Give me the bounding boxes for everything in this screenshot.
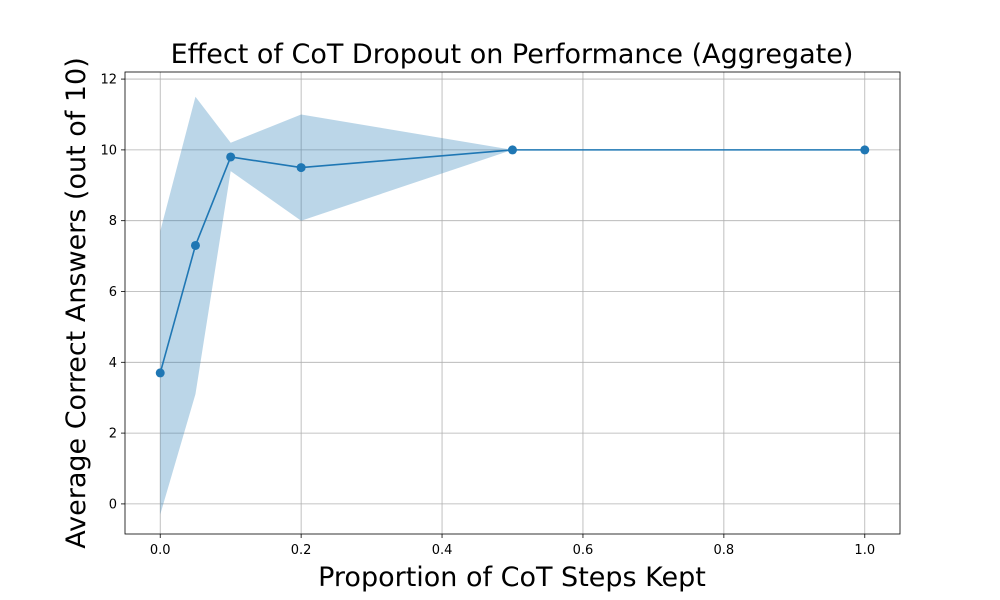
y-tick-label: 6 [109, 285, 117, 300]
series-line [159, 149, 865, 374]
data-point [226, 152, 236, 162]
y-tick-label: 8 [109, 214, 117, 229]
y-axis-ticks: 0 2 4 6 8 10 12 [100, 73, 125, 512]
data-point [296, 163, 306, 173]
x-tick-label: 0.0 [150, 543, 171, 558]
y-tick-label: 12 [100, 73, 117, 88]
confidence-band [160, 96, 865, 515]
data-point [860, 145, 870, 155]
series-line-layer [159, 149, 865, 374]
x-axis-ticks: 0.0 0.2 0.4 0.6 0.8 1.0 [150, 534, 875, 558]
data-point [508, 145, 517, 155]
data-point [190, 240, 200, 250]
data-point [155, 368, 165, 378]
series-points [155, 145, 870, 378]
y-axis-label: Average Correct Answers (out of 10) [61, 57, 92, 549]
x-tick-label: 1.0 [854, 543, 875, 558]
x-tick-label: 0.6 [573, 543, 594, 558]
x-tick-label: 0.8 [714, 543, 735, 558]
y-tick-label: 4 [109, 356, 117, 371]
error-band [160, 96, 865, 515]
chart-title: Effect of CoT Dropout on Performance (Ag… [171, 39, 854, 70]
y-tick-label: 2 [109, 427, 117, 442]
y-tick-label: 10 [100, 143, 117, 158]
x-tick-label: 0.4 [432, 543, 453, 558]
x-axis-label: Proportion of CoT Steps Kept [318, 562, 706, 593]
plot-frame [124, 71, 901, 535]
y-tick-label: 0 [109, 497, 117, 512]
x-tick-label: 0.2 [291, 543, 312, 558]
